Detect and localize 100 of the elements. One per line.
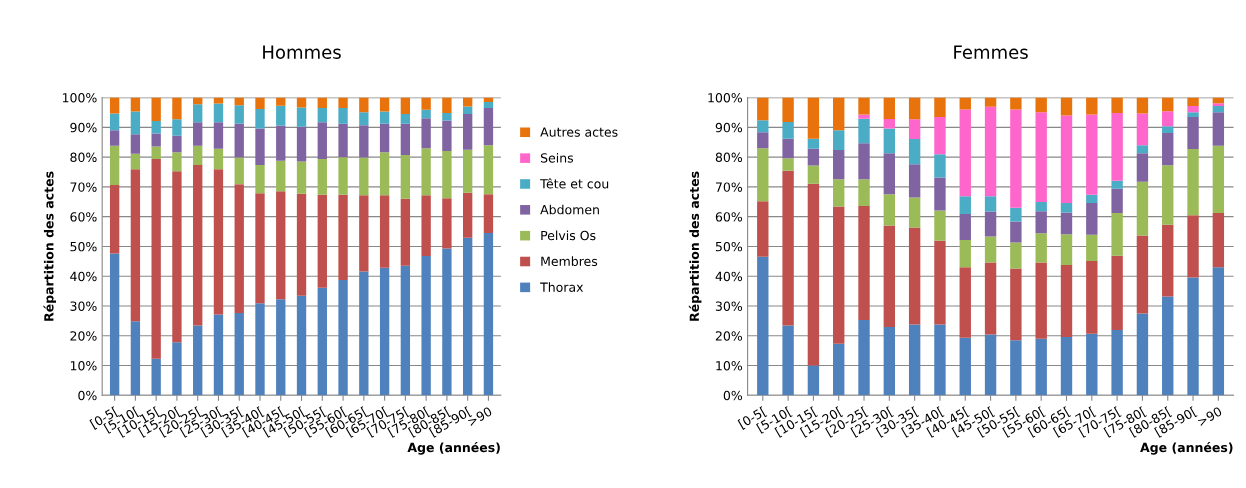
bar [421,118,431,149]
y-tick-label: 30% [70,301,97,311]
bar [1136,113,1149,146]
bar [1035,202,1047,212]
bar [462,192,473,238]
bar [858,97,870,115]
bar [1212,145,1225,214]
bar [883,327,896,396]
bar [1086,194,1098,203]
bar [109,145,120,186]
bar [421,109,431,119]
bar [908,197,921,228]
bar [1162,296,1174,396]
y-tick-label: 0% [723,390,743,401]
bar [1187,277,1199,396]
bar [1162,126,1174,134]
bar [130,97,141,112]
bar [213,169,224,315]
bar [359,112,369,126]
bar [338,157,348,195]
bar [130,169,141,322]
x-axis-title: Age (années) [407,441,500,455]
bar [130,134,141,154]
bar [213,314,224,396]
bar [296,107,307,127]
bar [1010,207,1022,222]
bar [1010,242,1022,269]
bar [109,185,120,254]
bar [276,160,286,192]
bar [1086,97,1098,115]
bar [934,210,946,241]
bar [193,164,203,326]
bar [400,123,411,156]
y-tick-label: 10% [70,360,97,371]
bar [462,237,473,396]
bar [1162,111,1174,127]
bar [984,196,997,212]
bar [883,119,896,129]
y-tick-label: 10% [716,360,743,371]
bar [1111,97,1123,114]
bar [193,104,203,123]
y-axis-title: Répartition des actes [43,171,57,321]
bar [317,108,327,123]
chart-title: Femmes [954,45,1028,59]
bar [151,146,161,159]
bar [400,155,411,199]
bar [462,149,473,193]
bar [255,97,265,109]
bar [400,198,411,266]
bar [276,125,286,161]
y-tick-label: 90% [715,122,743,133]
bar [934,154,946,178]
bar [462,106,473,114]
bar [934,240,946,325]
bar [807,365,820,396]
bar [1136,313,1149,396]
bar [338,123,348,158]
bar [234,184,244,314]
bar [462,97,473,107]
bar [338,97,348,109]
bar [442,120,452,151]
bar [807,148,820,166]
y-tick-label: 30% [715,301,743,311]
bar [1010,268,1022,341]
bar [984,97,997,107]
bar [1086,234,1098,262]
bar [984,106,997,197]
bar [1010,221,1022,243]
bar [1162,133,1174,166]
bar [1212,267,1225,396]
bar [959,213,971,240]
bar [213,97,224,104]
bar [959,239,971,268]
bar [151,133,161,147]
bar [1212,112,1225,146]
legend-label: Seins [540,152,574,163]
bar [172,97,182,120]
bar [883,128,896,154]
bar [379,123,390,153]
bar [883,97,896,120]
bar [255,128,265,165]
bar [359,97,369,113]
bar [883,194,896,226]
bar [338,194,348,281]
bar [934,324,946,396]
bar [1136,181,1149,236]
bar [807,138,820,149]
bar [1010,97,1022,110]
bar [1010,340,1022,396]
bar [359,157,369,196]
y-axis-title: Répartition des actes [688,171,702,321]
bar [379,97,390,112]
x-axis-title: Age (années) [1140,441,1233,455]
bar [151,158,161,359]
bar [858,114,870,119]
bar [858,179,870,206]
y-tick-label: 20% [70,331,97,341]
bar [359,195,369,272]
bar [213,122,224,149]
bar [858,319,870,396]
